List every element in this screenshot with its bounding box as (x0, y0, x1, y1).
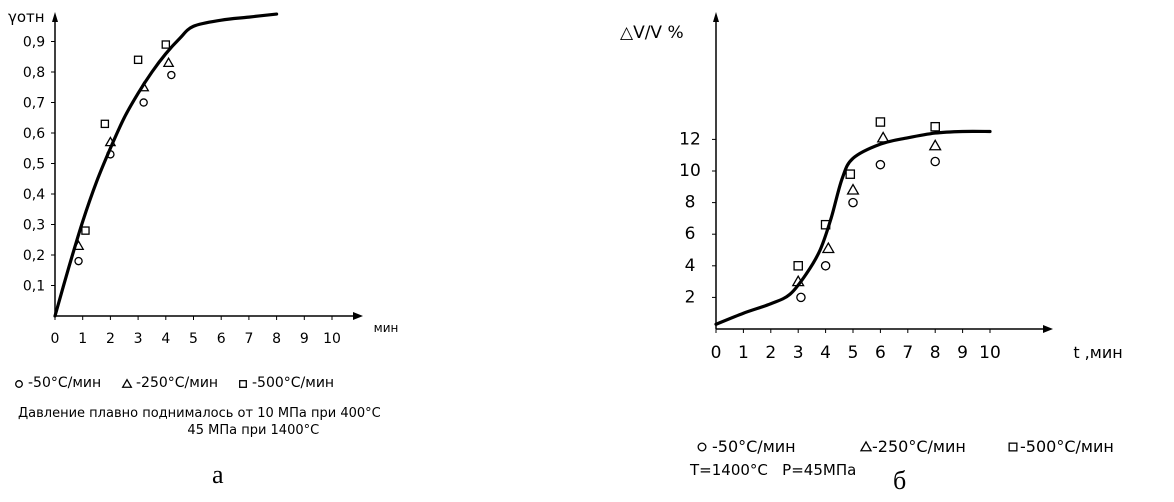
point-b-circle-2 (848, 197, 858, 208)
y-tick-label-a-0,3: 0,3 (23, 218, 45, 234)
legend-a-square-label: -500°С/мин (252, 375, 335, 391)
point-a-square-1 (100, 119, 110, 129)
legend-b-circle-icon (697, 442, 707, 452)
point-a-circle-0 (74, 256, 83, 266)
point-b-triangle-1 (821, 241, 835, 254)
point-a-circle-3 (167, 70, 176, 80)
x-tick-label-b-6: 6 (875, 343, 886, 363)
y-tick-label-b-8: 8 (685, 193, 696, 213)
x-tick-label-b-5: 5 (848, 343, 859, 363)
point-a-triangle-0 (72, 239, 85, 251)
x-tick-label-a-1: 1 (78, 331, 87, 347)
x-tick-label-a-9: 9 (300, 331, 309, 347)
point-b-triangle-3 (876, 131, 890, 143)
x-tick-label-b-9: 9 (957, 343, 968, 363)
x-tick-label-b-2: 2 (765, 343, 776, 363)
y-tick-label-a-0,8: 0,8 (23, 65, 45, 81)
x-axis-title-a: мин (374, 321, 399, 335)
fit-curve-b (714, 129, 992, 326)
x-tick-label-a-5: 5 (189, 331, 198, 347)
x-axis-title-b: t ,мин (1073, 343, 1122, 362)
x-axis-arrow-b (1043, 325, 1053, 333)
point-b-triangle-4 (928, 139, 942, 151)
y-tick-label-a-0,4: 0,4 (23, 187, 45, 203)
y-tick-label-b-12: 12 (679, 129, 701, 149)
x-tick-label-b-7: 7 (902, 343, 913, 363)
point-b-square-0 (793, 261, 803, 271)
fit-curve-a (53, 12, 279, 318)
x-tick-label-b-4: 4 (820, 343, 831, 363)
point-a-triangle-2 (137, 81, 150, 92)
x-tick-label-b-1: 1 (738, 343, 749, 363)
legend-a-circle-label: -50°С/мин (28, 375, 102, 391)
legend-b-circle-label: -50°С/мин (712, 437, 796, 456)
x-tick-label-a-0: 0 (51, 331, 60, 347)
y-axis-arrow-a (52, 12, 58, 22)
point-a-square-0 (81, 226, 90, 235)
point-b-triangle-2 (846, 183, 860, 195)
y-axis-title-b: △V/V % (620, 23, 684, 43)
point-b-triangle-0 (791, 274, 805, 287)
y-tick-label-b-10: 10 (679, 161, 701, 181)
y-tick-label-b-2: 2 (685, 287, 696, 307)
y-tick-label-a-0,9: 0,9 (23, 35, 45, 51)
point-a-circle-1 (106, 150, 115, 159)
x-tick-label-b-0: 0 (711, 343, 722, 363)
legend-b-square-label: -500°С/мин (1020, 437, 1114, 456)
x-tick-label-a-7: 7 (244, 331, 253, 347)
panel-a-note: Давление плавно поднималось от 10 МПа пр… (18, 406, 381, 438)
y-tick-label-b-4: 4 (685, 256, 696, 276)
y-tick-label-a-0,1: 0,1 (23, 279, 45, 295)
y-tick-label-a-0,7: 0,7 (23, 96, 45, 112)
panel-a-caption: а (212, 460, 224, 489)
x-tick-label-a-10: 10 (323, 331, 341, 347)
x-tick-label-a-4: 4 (161, 331, 170, 347)
x-tick-label-a-6: 6 (217, 331, 226, 347)
y-tick-label-a-0,6: 0,6 (23, 126, 45, 142)
y-axis-arrow-b (713, 12, 719, 22)
point-b-square-2 (845, 169, 856, 179)
x-tick-label-b-8: 8 (930, 343, 941, 363)
x-tick-label-a-2: 2 (106, 331, 115, 347)
legend-a-triangle-label: -250°С/мин (136, 375, 219, 391)
point-a-square-3 (161, 40, 171, 49)
legend-b-triangle-icon (859, 440, 873, 452)
legend-a-triangle-icon (121, 378, 133, 388)
point-a-triangle-1 (104, 136, 117, 147)
x-tick-label-b-3: 3 (793, 343, 804, 363)
x-tick-label-a-8: 8 (272, 331, 281, 347)
point-a-circle-2 (139, 98, 148, 107)
y-axis-title-a: γотн (8, 8, 45, 26)
point-b-square-4 (930, 121, 940, 132)
panel-b-caption: б (893, 466, 907, 495)
panel-b-note: T=1400°С P=45МПа (690, 461, 857, 479)
x-axis-arrow-a (353, 312, 363, 320)
legend-a-square-icon (239, 380, 247, 388)
legend-a-circle-icon (15, 380, 23, 388)
y-tick-label-b-6: 6 (685, 224, 696, 244)
point-b-circle-4 (930, 156, 940, 167)
point-b-circle-1 (820, 261, 831, 271)
point-a-square-2 (133, 55, 143, 65)
legend-b-square-icon (1008, 442, 1018, 452)
legend-b-triangle-label: -250°С/мин (872, 437, 966, 456)
point-b-circle-3 (875, 159, 886, 170)
point-a-triangle-3 (162, 56, 175, 68)
y-tick-label-a-0,2: 0,2 (23, 248, 45, 264)
point-b-square-1 (820, 219, 831, 230)
x-tick-label-a-3: 3 (134, 331, 143, 347)
x-tick-label-b-10: 10 (979, 343, 1001, 363)
point-b-square-3 (875, 117, 886, 127)
y-tick-label-a-0,5: 0,5 (23, 157, 45, 173)
point-b-circle-0 (796, 292, 806, 303)
